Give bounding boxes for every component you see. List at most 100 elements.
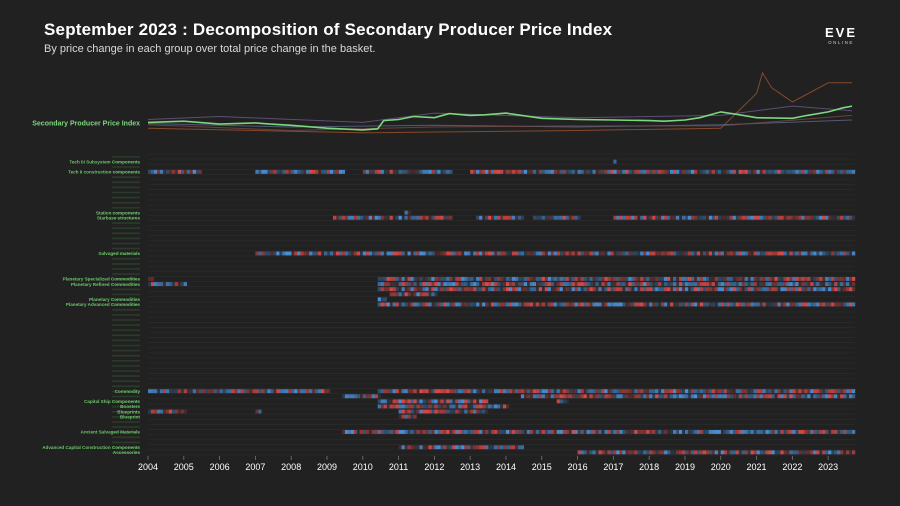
heatmap-cell: [473, 169, 477, 174]
heatmap-cell: [422, 302, 426, 307]
heatmap-cell: [693, 287, 698, 292]
heatmap-cell: [416, 287, 420, 292]
heatmap-cell: [643, 282, 647, 286]
heatmap-cell: [186, 169, 190, 174]
heatmap-cell: [658, 169, 662, 174]
heatmap-cell: [565, 169, 569, 174]
heatmap-cell: [595, 389, 599, 394]
heatmap-cell: [574, 430, 578, 434]
heatmap-cell: [646, 251, 650, 256]
heatmap-cell: [383, 399, 387, 404]
heatmap-cell: [553, 282, 557, 286]
heatmap-cell: [553, 389, 557, 394]
heatmap-cell: [753, 287, 757, 292]
heatmap-cell: [437, 169, 441, 174]
heatmap-cell: [565, 399, 569, 404]
heatmap-cell: [485, 282, 489, 286]
heatmap-cell: [699, 215, 704, 220]
heatmap-cell: [613, 159, 617, 164]
heatmap-cell: [171, 389, 176, 394]
heatmap-cell: [529, 282, 534, 286]
heatmap-cell: [819, 282, 823, 286]
heatmap-cell: [443, 445, 447, 450]
heatmap-cell: [765, 389, 769, 394]
heatmap-cell: [801, 251, 805, 256]
row-label: Accessories: [113, 450, 141, 455]
heatmap-cell: [204, 389, 208, 394]
heatmap-cell: [252, 389, 256, 394]
heatmap-cell: [324, 389, 328, 394]
heatmap-cell: [655, 389, 659, 394]
heatmap-cell: [780, 287, 784, 292]
heatmap-cell: [792, 450, 796, 455]
row-label: Commodity: [115, 389, 141, 394]
heatmap-cell: [508, 287, 513, 292]
heatmap-cell: [708, 394, 713, 399]
heatmap-cell: [673, 389, 677, 394]
heatmap-cell: [846, 169, 850, 174]
x-tick-label: 2018: [639, 462, 659, 472]
heatmap-cell: [744, 389, 748, 394]
heatmap-cell: [303, 389, 307, 394]
heatmap-cell: [849, 251, 853, 256]
heatmap-cell: [398, 414, 402, 419]
heatmap-cell: [744, 282, 748, 286]
heatmap-cell: [520, 302, 525, 307]
heatmap-cell: [649, 389, 653, 394]
heatmap-cell: [419, 399, 423, 404]
heatmap-cell: [359, 430, 363, 434]
heatmap-cell: [783, 287, 787, 292]
heatmap-cell: [756, 215, 760, 220]
heatmap-cell: [595, 169, 599, 174]
heatmap-cell: [616, 389, 620, 394]
heatmap-cell: [798, 302, 802, 307]
heatmap-cell: [592, 450, 596, 455]
heatmap-cell: [553, 430, 557, 434]
heatmap-cell: [434, 251, 438, 256]
heatmap-cell: [610, 394, 614, 399]
heatmap-cell: [440, 215, 444, 220]
heatmap-cell: [410, 277, 414, 281]
heatmap-cell: [714, 430, 718, 434]
heatmap-cell: [529, 389, 534, 394]
heatmap-cell: [165, 389, 170, 394]
heatmap-cell: [655, 450, 659, 455]
heatmap-cell: [807, 251, 811, 256]
heatmap-cell: [840, 302, 844, 307]
heatmap-cell: [816, 287, 820, 292]
heatmap-cell: [735, 394, 739, 399]
heatmap-cell: [729, 251, 733, 256]
heatmap-cell: [306, 251, 310, 256]
heatmap-cell: [729, 394, 733, 399]
heatmap-cell: [646, 450, 650, 455]
heatmap-cell: [240, 389, 244, 394]
heatmap-cell: [341, 215, 346, 220]
heatmap-cell: [324, 169, 328, 174]
x-tick-label: 2011: [389, 462, 408, 472]
heatmap-cell: [616, 450, 620, 455]
x-tick-label: 2014: [496, 462, 516, 472]
heatmap-cell: [347, 251, 352, 256]
heatmap-cell: [383, 282, 387, 286]
heatmap-cell: [729, 277, 733, 281]
heatmap-cell: [804, 282, 808, 286]
heatmap-cell: [583, 430, 587, 434]
heatmap-cell: [159, 169, 164, 174]
heatmap-cell: [153, 409, 158, 414]
heatmap-cell: [398, 445, 402, 450]
heatmap-cell: [810, 430, 814, 434]
heatmap-cell: [297, 251, 301, 256]
heatmap-cell: [744, 277, 748, 281]
heatmap-cell: [434, 282, 438, 286]
heatmap-cell: [380, 282, 384, 286]
heatmap-cell: [398, 399, 402, 404]
heatmap-cell: [837, 251, 841, 256]
heatmap-cell: [428, 282, 432, 286]
heatmap-cell: [774, 277, 778, 281]
heatmap-cell: [670, 277, 674, 281]
heatmap-cell: [756, 389, 760, 394]
heatmap-cell: [270, 251, 274, 256]
heatmap-cell: [517, 215, 522, 220]
heatmap-cell: [571, 394, 575, 399]
heatmap-cell: [479, 215, 483, 220]
